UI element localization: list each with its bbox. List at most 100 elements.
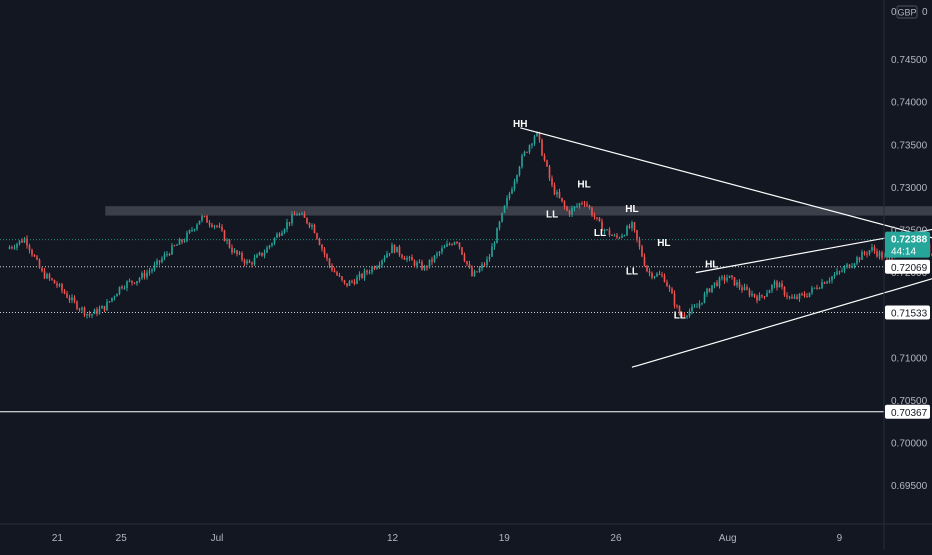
candle-body	[448, 243, 451, 245]
candle-body	[876, 251, 878, 257]
candle-body	[233, 250, 236, 253]
candle-body	[761, 295, 763, 297]
candle-body	[751, 293, 753, 296]
trendline-1	[631, 278, 932, 368]
candle-body	[413, 260, 416, 266]
candle-body	[116, 293, 118, 297]
candle-body	[333, 270, 336, 273]
candle-body	[731, 275, 733, 278]
candle-body	[796, 296, 798, 299]
candle-body	[253, 257, 256, 265]
candle-body	[481, 264, 483, 269]
candle-body	[408, 256, 411, 259]
candle-body	[308, 223, 311, 227]
candle-body	[436, 253, 438, 256]
candle-body	[746, 286, 748, 290]
candle-body	[673, 293, 676, 306]
price-tag-0: 0.72388	[891, 235, 928, 246]
candle-body	[718, 277, 721, 287]
candle-body	[658, 273, 661, 275]
price-axis-tick-4: 0.72500	[891, 226, 928, 237]
candle-body	[468, 264, 471, 268]
price-axis-tick-9: 0.70000	[891, 439, 928, 450]
candle-body	[133, 282, 136, 284]
candle-body	[158, 260, 161, 263]
time-axis-tick-6: Aug	[719, 533, 737, 544]
candle-body	[48, 274, 51, 279]
candle-body	[56, 283, 58, 286]
candle-body	[686, 315, 688, 317]
candle-body	[603, 229, 606, 232]
price-tag-2: 0.71533	[891, 308, 928, 319]
candle-body	[501, 212, 503, 222]
candle-body	[41, 268, 43, 272]
candle-body	[146, 272, 148, 278]
candle-body	[143, 273, 146, 278]
candle-body	[153, 264, 156, 270]
candle-body	[706, 288, 708, 294]
candle-body	[196, 224, 198, 230]
candle-body	[213, 225, 216, 227]
candle-body	[103, 305, 106, 311]
candle-body	[171, 245, 173, 255]
candle-body	[621, 235, 623, 238]
candle-body	[643, 256, 646, 266]
candle-body	[826, 281, 828, 284]
candle-body	[743, 286, 746, 291]
candle-body	[516, 175, 518, 182]
candle-body	[868, 250, 871, 255]
candle-body	[76, 301, 78, 310]
candle-body	[491, 246, 493, 257]
candle-body	[368, 272, 371, 274]
candle-body	[121, 286, 123, 289]
candle-body	[836, 271, 838, 275]
candle-body	[581, 203, 583, 205]
candle-body	[473, 271, 476, 277]
candle-body	[783, 287, 786, 296]
candle-body	[246, 260, 248, 264]
candle-body	[286, 222, 288, 230]
candle-body	[588, 205, 591, 209]
candle-body	[848, 264, 851, 268]
candle-body	[166, 254, 168, 256]
candle-body	[521, 155, 523, 167]
price-tag-3: 0.70367	[891, 408, 928, 419]
candle-body	[636, 230, 638, 240]
candle-body	[771, 284, 773, 291]
candle-body	[388, 253, 391, 255]
candle-body	[573, 206, 576, 209]
annotation-ll-4: LL	[594, 228, 606, 239]
candle-body	[618, 237, 621, 239]
candle-body	[218, 225, 221, 227]
candle-body	[21, 240, 23, 243]
candle-body	[763, 296, 766, 298]
candle-body	[453, 242, 456, 245]
candle-body	[616, 235, 618, 238]
candle-body	[66, 293, 68, 298]
candle-body	[433, 255, 436, 262]
candle-body	[458, 242, 461, 248]
candle-body	[416, 262, 418, 266]
candle-body	[871, 247, 873, 251]
candle-body	[23, 238, 26, 243]
candle-body	[428, 259, 431, 268]
candle-body	[271, 243, 273, 246]
candle-body	[321, 244, 323, 249]
candle-body	[808, 292, 811, 297]
candle-body	[698, 303, 701, 307]
candle-body	[476, 271, 478, 273]
price-axis-tick-1: 0.74000	[891, 98, 928, 109]
candle-body	[591, 208, 593, 216]
price-tag-1: 0.72069	[891, 263, 928, 274]
candle-body	[668, 286, 671, 289]
candle-body	[71, 297, 73, 301]
candle-body	[193, 229, 196, 231]
candle-body	[313, 224, 316, 234]
candle-body	[303, 213, 306, 218]
candle-body	[653, 276, 656, 278]
candle-body	[881, 252, 883, 259]
candle-body	[593, 215, 596, 218]
candle-body	[758, 295, 761, 301]
